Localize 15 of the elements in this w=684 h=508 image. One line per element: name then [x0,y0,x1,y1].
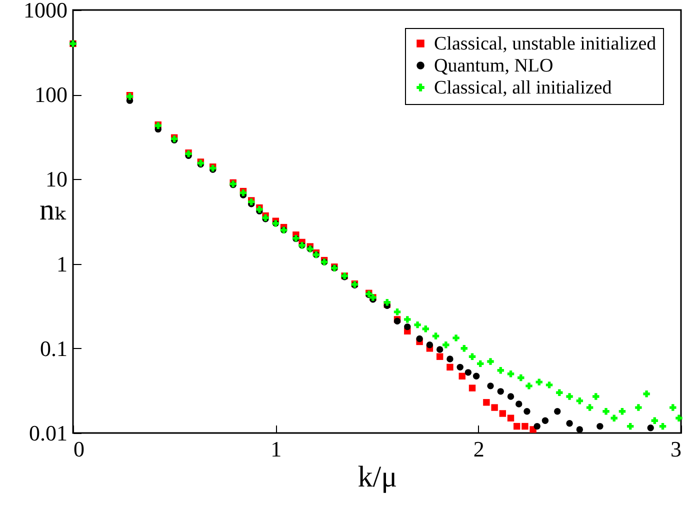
legend-label: Classical, unstable initialized [434,34,657,54]
x-tick-label: 1 [270,436,282,462]
x-axis-title: k/μ [358,460,398,494]
y-tick-label: 1 [56,251,68,276]
y-axis-title: nₖ [40,194,67,226]
y-tick-label: 0.01 [29,420,68,446]
x-tick-label: 2 [473,436,484,462]
y-tick-label: 100 [34,82,68,108]
x-tick-label: 0 [74,436,84,462]
y-tick-label: 10 [46,166,68,192]
y-tick-label: 0.1 [40,336,68,361]
y-tick-label: 1000 [24,0,68,22]
legend-label: Quantum, NLO [434,56,554,76]
legend-label: Classical, all initialized [434,78,612,98]
x-tick-label: 3 [670,436,682,462]
